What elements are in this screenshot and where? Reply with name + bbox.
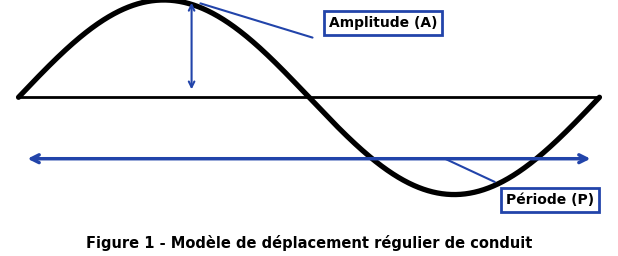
Text: Période (P): Période (P) <box>506 193 594 207</box>
Text: Amplitude (A): Amplitude (A) <box>329 16 438 30</box>
Text: Figure 1 - Modèle de déplacement régulier de conduit: Figure 1 - Modèle de déplacement régulie… <box>86 235 532 251</box>
